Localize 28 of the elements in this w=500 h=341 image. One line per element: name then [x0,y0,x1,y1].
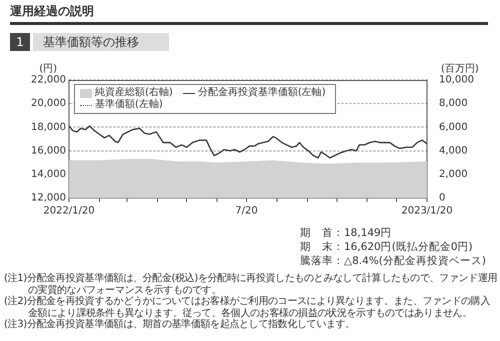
y-tick-label: 12,000 [31,192,66,204]
text: 期 末：16,620円(既払分配金0円) [300,240,474,254]
y-tick-label: 14,000 [31,168,66,180]
y2-axis-title: (百万円) [441,64,479,75]
y2-tick-label: 2,000 [439,168,468,180]
x-tick-label: 2022/1/20 [43,206,95,217]
legend-label: 分配金再投資基準価額(左軸) [198,87,326,99]
text: (注3)分配金再投資基準価額は、期首の基準価額を起点として指数化しています。 [4,319,356,330]
x-tick-label: 2023/1/20 [401,206,453,217]
y-axis-title: (円) [39,64,58,75]
x-tick-label: 7/20 [235,206,258,217]
y-tick-label: 18,000 [31,122,66,133]
text: 1 基準価額等の推移 [16,35,139,49]
y-tick-label: 20,000 [31,98,66,110]
y-tick-label: 22,000 [31,74,66,86]
y2-tick-label: 10,000 [439,74,474,86]
chart-title: 運用経過の説明 [10,3,94,20]
legend-label: 純資産総額(右軸) [95,87,173,98]
y2-tick-label: 4,000 [439,145,468,156]
y2-tick-label: 6,000 [439,122,468,133]
y2-tick-label: 8,000 [439,98,468,110]
text: (注1)分配金再投資基準価額は、分配金(税込)を分配時に再投資したものとみなして計算したもので、ファンド運用の実質的なパフォーマンスを示すものです。 [4,273,498,296]
text: (注2)分配金を再投資するかどうかについてはお客様がご利用のコースにより異なります。また、ファンドの購入金額により課税条件も異なります。従って、各個人のお客様の損益の状況を示すものではありません。 [4,296,491,318]
y-tick-label: 16,000 [31,145,66,156]
text: 期 首：18,149円 [300,226,393,240]
y2-tick-label: 0 [439,192,446,204]
text: 騰落率：△8.4%(分配金再投資ベース) [300,254,486,268]
legend-label: 基準価額(左軸) [95,99,163,111]
